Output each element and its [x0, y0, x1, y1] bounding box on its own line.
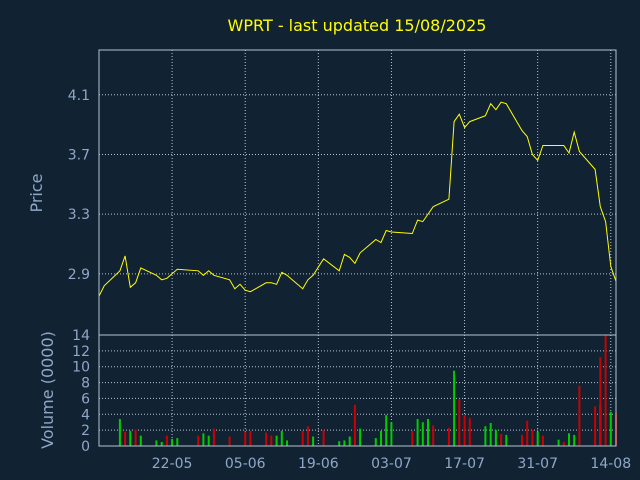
- date-tick-label: 22-05: [152, 456, 193, 472]
- volume-bar-down: [244, 431, 247, 446]
- price-y-tick-label: 3.7: [68, 147, 90, 163]
- volume-bar-down: [447, 427, 450, 446]
- volume-bar-down: [594, 406, 597, 446]
- date-tick-label: 17-07: [444, 456, 485, 472]
- volume-bar-down: [531, 430, 534, 446]
- volume-bar-down: [212, 428, 215, 446]
- volume-bar-down: [301, 430, 304, 446]
- date-axis-tick-labels: 22-05 05-06 19-06 03-07 17-07 31-07 14-08: [152, 456, 631, 472]
- date-tick-label: 03-07: [371, 456, 412, 472]
- volume-bar-up: [343, 440, 346, 446]
- volume-y-tick-label: 2: [81, 423, 90, 439]
- volume-bar-down: [197, 435, 200, 446]
- volume-bar-up: [286, 440, 288, 446]
- volume-bar-down: [562, 442, 565, 446]
- volume-bar-up: [374, 438, 377, 446]
- volume-bar-up: [202, 433, 205, 446]
- volume-bar-down: [265, 432, 268, 446]
- price-y-tick-label: 2.9: [68, 267, 90, 283]
- volume-bar-up: [155, 440, 158, 446]
- volume-y-tick-label: 10: [72, 360, 90, 376]
- volume-bar-up: [312, 436, 315, 446]
- volume-bar-up: [484, 426, 487, 446]
- volume-bar-up: [280, 430, 283, 446]
- volume-bar-down: [432, 425, 435, 446]
- price-axis-label: Price: [27, 173, 46, 212]
- volume-bar-down: [249, 430, 252, 446]
- price-y-tick-label: 4.1: [68, 88, 90, 104]
- date-tick-label: 19-06: [298, 456, 339, 472]
- volume-bar-up: [160, 442, 163, 446]
- date-tick-label: 05-06: [225, 456, 266, 472]
- volume-bar-down: [306, 426, 309, 446]
- volume-bar-down: [468, 418, 471, 447]
- volume-bar-up: [489, 423, 492, 446]
- volume-bar-up: [568, 433, 570, 446]
- volume-bar-up: [494, 430, 497, 446]
- volume-bar-up: [505, 434, 508, 446]
- volume-bar-down: [165, 435, 168, 446]
- price-y-tick-label: 3.3: [68, 207, 90, 223]
- volume-bar-down: [541, 435, 544, 446]
- volume-bar-down: [526, 420, 529, 446]
- volume-bar-down: [521, 434, 523, 446]
- volume-bar-down: [411, 430, 414, 446]
- volume-bar-up: [609, 411, 612, 446]
- volume-y-tick-label: 4: [81, 407, 90, 423]
- volume-bar-down: [458, 399, 461, 446]
- volume-bar-down: [353, 404, 356, 446]
- volume-bar-up: [338, 441, 341, 446]
- volume-bar-up: [421, 422, 424, 446]
- volume-bar-up: [536, 431, 539, 446]
- volume-y-tick-label: 6: [81, 391, 90, 407]
- volume-bar-up: [171, 438, 174, 446]
- volume-bar-up: [453, 370, 456, 446]
- volume-gridlines: [99, 335, 616, 446]
- volume-bar-up: [129, 430, 132, 446]
- volume-bar-up: [348, 436, 351, 446]
- volume-bar-down: [322, 430, 325, 446]
- volume-bar-down: [578, 385, 581, 446]
- volume-bar-down: [500, 434, 503, 446]
- volume-bar-down: [228, 436, 231, 446]
- volume-bar-down: [463, 415, 466, 446]
- volume-bar-down: [134, 429, 137, 446]
- price-line: [98, 101, 617, 297]
- date-tick-label: 31-07: [517, 456, 558, 472]
- volume-y-tick-label: 14: [72, 328, 90, 344]
- volume-bar-down: [270, 435, 273, 446]
- volume-bars: [118, 335, 617, 447]
- volume-y-tick-label: 0: [81, 439, 90, 455]
- volume-frame: [98, 334, 617, 447]
- volume-bar-down: [604, 335, 607, 446]
- volume-bar-up: [359, 428, 362, 446]
- volume-bar-up: [557, 439, 560, 446]
- date-tick-label: 14-08: [590, 456, 631, 472]
- volume-bar-up: [207, 435, 210, 446]
- volume-axis-label: Volume (0000): [38, 331, 57, 449]
- volume-y-tick-label: 8: [81, 376, 90, 392]
- volume-bar-up: [118, 419, 121, 446]
- volume-bar-down: [124, 431, 127, 446]
- volume-bar-up: [176, 438, 179, 446]
- volume-bar-up: [385, 415, 388, 446]
- volume-bar-up: [427, 419, 429, 446]
- volume-bar-up: [390, 422, 393, 446]
- volume-y-tick-label: 12: [72, 344, 90, 360]
- volume-bar-up: [139, 435, 142, 446]
- volume-bar-up: [275, 435, 278, 446]
- volume-bar-down: [599, 357, 602, 446]
- volume-bar-up: [573, 434, 576, 446]
- price-y-tick-labels: 2.9 3.3 3.7 4.1: [68, 88, 90, 283]
- chart-title: WPRT - last updated 15/08/2025: [228, 16, 487, 35]
- volume-bar-up: [416, 419, 419, 446]
- price-gridlines: [99, 50, 616, 335]
- volume-bar-up: [380, 430, 382, 446]
